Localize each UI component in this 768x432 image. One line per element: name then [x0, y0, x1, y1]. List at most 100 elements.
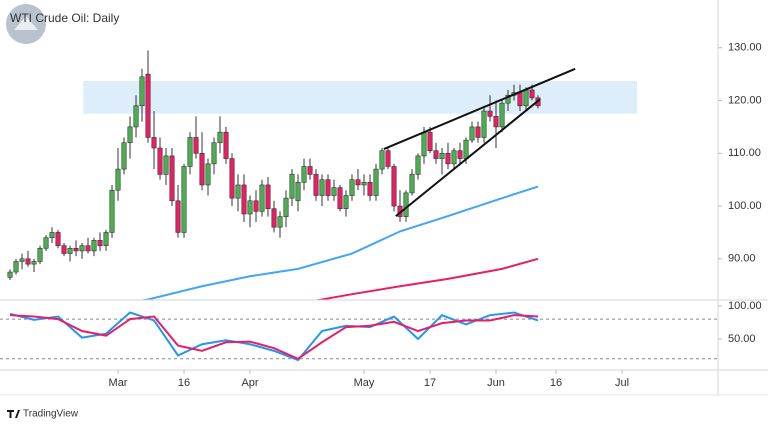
x-tick-label: May — [354, 377, 375, 389]
candle-body — [343, 195, 349, 210]
candle-body — [355, 179, 361, 186]
candle-body — [115, 168, 121, 191]
y-tick-label: 130.00 — [728, 42, 762, 54]
candle-body — [481, 110, 487, 138]
candle-body — [427, 131, 433, 151]
candle-body — [451, 150, 457, 165]
candle-body — [121, 142, 127, 170]
candle-body — [457, 150, 463, 159]
moving-average — [313, 257, 539, 300]
y-tick-label: 100.00 — [728, 200, 762, 212]
candle-body — [61, 245, 67, 254]
trendline — [395, 98, 541, 217]
brand: TradingView — [23, 409, 79, 420]
candle-body — [193, 137, 199, 154]
candle-body — [415, 155, 421, 175]
candle-body — [373, 168, 379, 196]
candle-body — [259, 184, 265, 212]
y-tick-label: 50.00 — [728, 333, 756, 345]
candle-body — [295, 182, 301, 202]
trendline — [383, 67, 576, 150]
candle-body — [73, 247, 79, 252]
candle-body — [31, 261, 37, 265]
candle-body — [523, 89, 529, 107]
candle-body — [499, 102, 505, 128]
candle-body — [181, 166, 187, 233]
candle-body — [67, 247, 73, 254]
candle-body — [19, 258, 25, 262]
candle-body — [289, 174, 295, 199]
candle-body — [409, 174, 415, 194]
candle-body — [91, 240, 97, 252]
candle-body — [325, 179, 331, 196]
candle-body — [43, 237, 49, 249]
candle-body — [169, 155, 175, 202]
candle-body — [517, 92, 523, 107]
candle-body — [271, 208, 277, 228]
x-tick-label: Jul — [615, 377, 629, 389]
candle-body — [109, 189, 115, 233]
candle-body — [199, 152, 205, 186]
logo — [6, 4, 46, 44]
candle-body — [319, 179, 325, 196]
candle-body — [103, 232, 109, 246]
moving-average — [138, 185, 539, 300]
candle-body — [433, 150, 439, 159]
candle-body — [529, 89, 535, 99]
candle-body — [487, 110, 493, 117]
candle-body — [85, 245, 91, 252]
candle-body — [277, 216, 283, 228]
x-tick-label: Mar — [109, 377, 128, 389]
logo-icon — [14, 16, 38, 30]
chart-title: WTI Crude Oil: Daily — [10, 11, 119, 25]
candle-body — [79, 245, 85, 252]
candle-body — [217, 131, 223, 144]
candle-body — [469, 126, 475, 141]
stoch-line — [9, 314, 539, 360]
candle-body — [139, 76, 145, 107]
candle-body — [13, 261, 19, 273]
candle-body — [55, 232, 61, 246]
x-tick-label: 16 — [550, 377, 562, 389]
x-tick-label: 17 — [424, 377, 436, 389]
candle-body — [349, 179, 355, 196]
candle-body — [391, 166, 397, 207]
candle-body — [229, 158, 235, 199]
y-tick-label: 120.00 — [728, 94, 762, 106]
candle-body — [283, 197, 289, 217]
candle-body — [247, 200, 253, 215]
candle-body — [421, 131, 427, 157]
candle-body — [97, 240, 103, 246]
y-tick-label: 110.00 — [728, 147, 761, 159]
stoch-pane — [0, 311, 718, 362]
candle-body — [127, 126, 133, 144]
candle-body — [265, 184, 271, 210]
candle-body — [493, 116, 499, 128]
y-tick-label: 90.00 — [728, 253, 756, 265]
candle-body — [211, 142, 217, 165]
x-tick-label: Jun — [487, 377, 505, 389]
candle-body — [49, 232, 55, 239]
resistance-zone — [83, 80, 638, 114]
candle-body — [241, 184, 247, 215]
candle-body — [37, 247, 43, 262]
candle-body — [145, 73, 151, 138]
candle-body — [253, 200, 259, 212]
candle-body — [163, 155, 169, 175]
candle-body — [223, 131, 229, 159]
candle-body — [445, 152, 451, 165]
candle-body — [403, 192, 409, 217]
tv-logo — [7, 410, 20, 418]
candle-body — [25, 258, 31, 265]
candle-body — [205, 163, 211, 186]
candle-body — [187, 137, 193, 167]
y-tick-label: 100.00 — [728, 300, 762, 312]
candle-body — [361, 182, 367, 186]
axes: 130.00 120.00 110.00 100.00 90.00 100.00 50.00… — [0, 0, 768, 396]
candle-body — [313, 174, 319, 196]
main-pane — [7, 50, 638, 300]
candle-body — [133, 105, 139, 128]
candle-body — [439, 152, 445, 159]
tv-icon — [7, 410, 20, 418]
